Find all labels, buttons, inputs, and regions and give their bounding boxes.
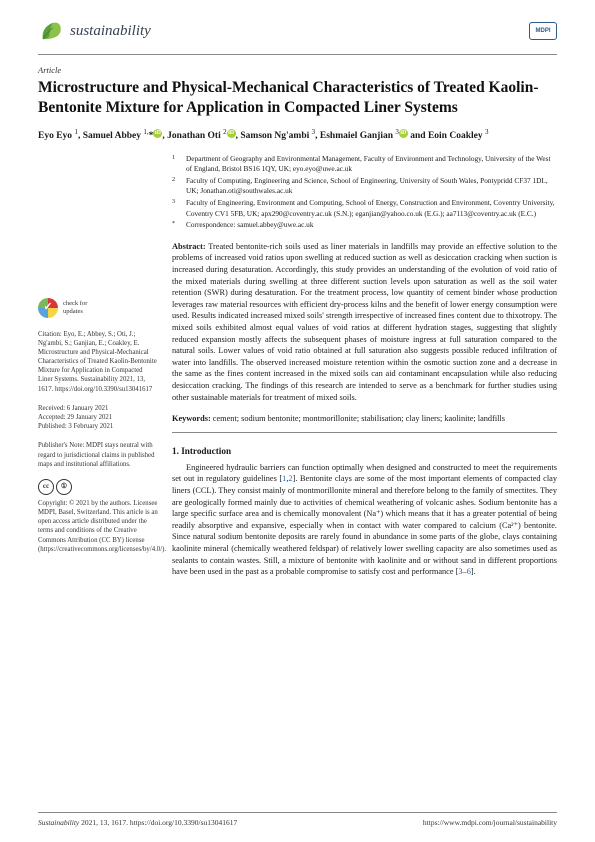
journal-name: sustainability	[70, 21, 151, 41]
cc-license-icons: cc ①	[38, 479, 158, 495]
authors-line: Eyo Eyo 1, Samuel Abbey 1,*iD, Jonathan …	[0, 127, 595, 153]
citation-text: Citation: Eyo, E.; Abbey, S.; Oti, J.; N…	[38, 331, 157, 393]
check-for-updates[interactable]: check for updates	[38, 298, 158, 318]
abstract-label: Abstract:	[172, 242, 206, 251]
copyright-block: Copyright: © 2021 by the authors. Licens…	[38, 499, 158, 554]
footer-url: https://www.mdpi.com/journal/sustainabil…	[423, 818, 557, 828]
cc-icon: cc	[38, 479, 54, 495]
footer-left: Sustainability 2021, 13, 1617. https://d…	[38, 818, 237, 828]
publishers-note: Publisher's Note: MDPI stays neutral wit…	[38, 441, 158, 469]
article-title: Microstructure and Physical-Mechanical C…	[0, 78, 595, 127]
copyright-text: Copyright: © 2021 by the authors. Licens…	[38, 500, 166, 553]
date-received: Received: 6 January 2021	[38, 404, 158, 413]
publishers-note-text: Publisher's Note: MDPI stays neutral wit…	[38, 442, 154, 467]
check-line2: updates	[63, 308, 87, 315]
affiliation-row: 3Faculty of Engineering, Environment and…	[172, 198, 557, 219]
main-column: 1Department of Geography and Environment…	[172, 154, 557, 578]
dates-block: Received: 6 January 2021 Accepted: 29 Ja…	[38, 404, 158, 432]
check-updates-label: check for updates	[63, 300, 87, 314]
date-accepted: Accepted: 29 January 2021	[38, 413, 158, 422]
sidebar-column: check for updates Citation: Eyo, E.; Abb…	[38, 154, 158, 578]
affiliations-list: 1Department of Geography and Environment…	[172, 154, 557, 231]
journal-logo-group: sustainability	[38, 18, 151, 44]
article-type: Article	[0, 55, 595, 78]
mdpi-logo: MDPI	[529, 22, 557, 40]
check-line1: check for	[63, 300, 87, 307]
section-rule	[172, 432, 557, 433]
abstract-text: Treated bentonite-rich soils used as lin…	[172, 242, 557, 402]
two-column-layout: check for updates Citation: Eyo, E.; Abb…	[0, 154, 595, 578]
section-1-heading: 1. Introduction	[172, 445, 557, 457]
citation-block: Citation: Eyo, E.; Abbey, S.; Oti, J.; N…	[38, 330, 158, 394]
keywords-text: cement; sodium bentonite; montmorillonit…	[213, 414, 505, 423]
page-header: sustainability MDPI	[0, 0, 595, 54]
affiliation-row: *Correspondence: samuel.abbey@uwe.ac.uk	[172, 220, 557, 231]
affiliation-row: 2Faculty of Computing, Engineering and S…	[172, 176, 557, 197]
footer-journal: Sustainability	[38, 818, 79, 827]
keywords-block: Keywords: cement; sodium bentonite; mont…	[172, 413, 557, 424]
sustainability-leaf-icon	[38, 18, 64, 44]
date-published: Published: 3 February 2021	[38, 422, 158, 431]
affiliation-row: 1Department of Geography and Environment…	[172, 154, 557, 175]
footer-citation: 2021, 13, 1617. https://doi.org/10.3390/…	[79, 818, 237, 827]
crossmark-icon	[38, 298, 58, 318]
page-footer: Sustainability 2021, 13, 1617. https://d…	[38, 812, 557, 828]
by-icon: ①	[56, 479, 72, 495]
abstract-block: Abstract: Treated bentonite-rich soils u…	[172, 241, 557, 404]
keywords-label: Keywords:	[172, 414, 211, 423]
section-1-body: Engineered hydraulic barriers can functi…	[172, 462, 557, 578]
